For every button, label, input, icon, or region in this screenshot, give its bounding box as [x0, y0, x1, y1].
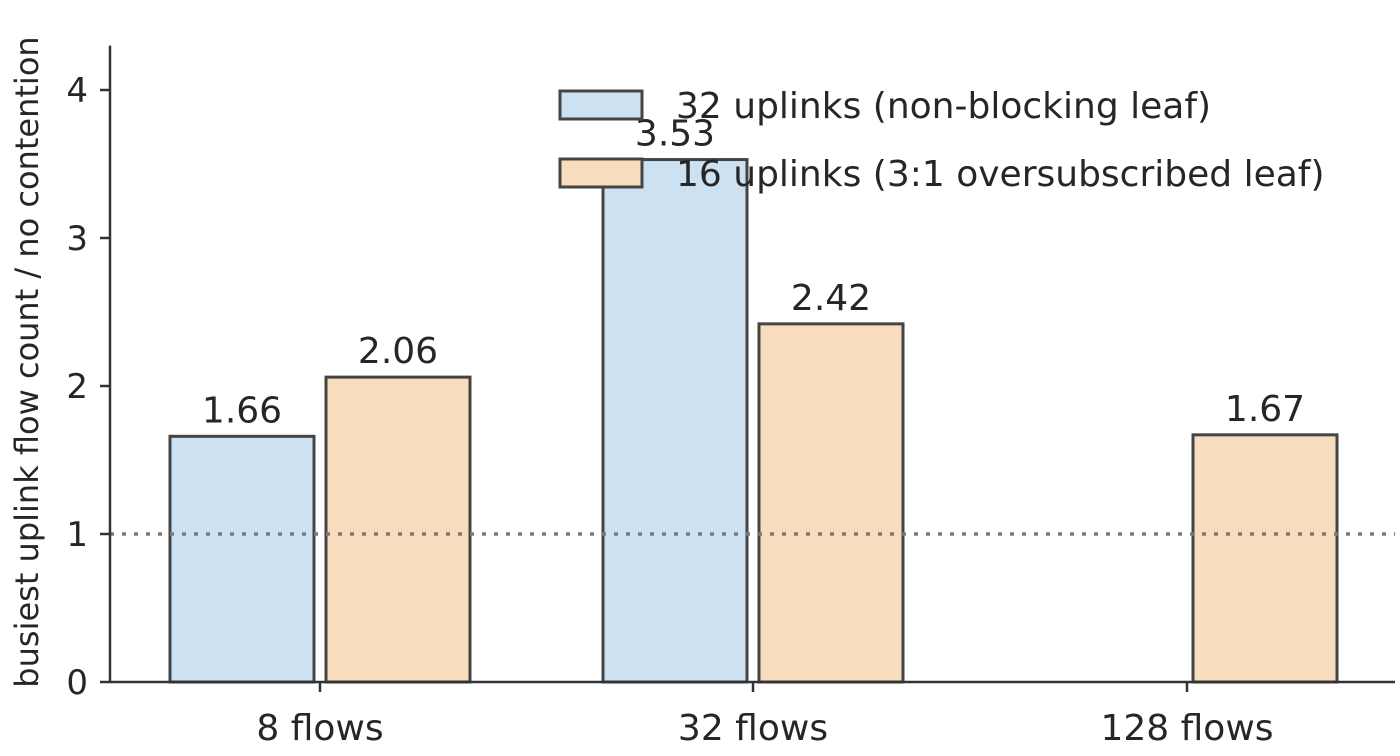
bar-value-label: 2.42 [791, 278, 871, 319]
bar-value-label: 1.66 [202, 390, 282, 431]
y-tick-label: 1 [66, 515, 88, 555]
x-tick-label: 32 flows [678, 708, 828, 749]
y-tick-label: 0 [66, 663, 88, 703]
legend-swatch [558, 157, 644, 189]
bar-value-label: 2.06 [358, 331, 438, 372]
y-tick-label: 4 [66, 71, 88, 111]
bar-series-32-uplinks-0 [168, 434, 316, 684]
y-tick-label: 2 [66, 367, 88, 407]
legend-swatch [558, 89, 644, 121]
axes: 0 1 2 3 4 8 flows 32 flows 128 flows [66, 45, 1395, 749]
legend: 32 uplinks (non-blocking leaf) 16 uplinks… [558, 86, 1325, 195]
value-labels: 1.66 3.53 2.06 2.42 1.67 [202, 114, 1305, 432]
bar-series-32-uplinks-1 [601, 158, 749, 684]
y-axis-title: busiest uplink flow count / no contentio… [8, 36, 46, 687]
legend-label: 32 uplinks (non-blocking leaf) [676, 86, 1211, 127]
bar-series-16-uplinks-1 [757, 322, 905, 684]
x-tick-label: 8 flows [256, 708, 383, 749]
bar-value-label: 1.67 [1225, 389, 1305, 430]
bar-series-16-uplinks-2 [1191, 433, 1339, 684]
bars [168, 158, 1339, 684]
bar-value-label: 3.53 [635, 114, 715, 155]
legend-label: 16 uplinks (3:1 oversubscribed leaf) [676, 154, 1325, 195]
x-tick-label: 128 flows [1100, 708, 1273, 749]
bar-series-16-uplinks-0 [324, 375, 472, 684]
y-tick-label: 3 [66, 219, 88, 259]
